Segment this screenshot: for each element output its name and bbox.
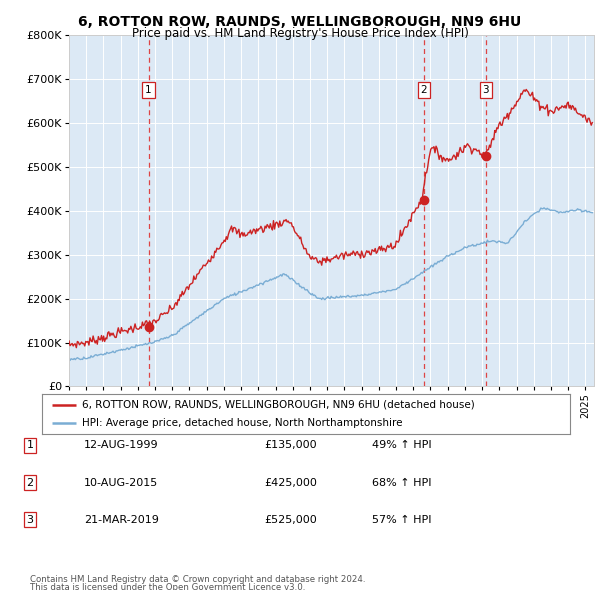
Text: £135,000: £135,000 — [264, 441, 317, 450]
Text: Contains HM Land Registry data © Crown copyright and database right 2024.: Contains HM Land Registry data © Crown c… — [30, 575, 365, 584]
Text: 2: 2 — [421, 85, 427, 95]
Text: 12-AUG-1999: 12-AUG-1999 — [84, 441, 158, 450]
Text: Price paid vs. HM Land Registry's House Price Index (HPI): Price paid vs. HM Land Registry's House … — [131, 27, 469, 40]
Text: 6, ROTTON ROW, RAUNDS, WELLINGBOROUGH, NN9 6HU: 6, ROTTON ROW, RAUNDS, WELLINGBOROUGH, N… — [79, 15, 521, 29]
Text: 1: 1 — [26, 441, 34, 450]
Text: 1: 1 — [145, 85, 152, 95]
Text: 2: 2 — [26, 478, 34, 487]
Text: £525,000: £525,000 — [264, 515, 317, 525]
Text: 3: 3 — [482, 85, 489, 95]
Text: 68% ↑ HPI: 68% ↑ HPI — [372, 478, 431, 487]
Text: 10-AUG-2015: 10-AUG-2015 — [84, 478, 158, 487]
Text: 21-MAR-2019: 21-MAR-2019 — [84, 515, 159, 525]
Text: This data is licensed under the Open Government Licence v3.0.: This data is licensed under the Open Gov… — [30, 583, 305, 590]
Text: 49% ↑ HPI: 49% ↑ HPI — [372, 441, 431, 450]
Text: HPI: Average price, detached house, North Northamptonshire: HPI: Average price, detached house, Nort… — [82, 418, 402, 428]
Text: £425,000: £425,000 — [264, 478, 317, 487]
Text: 3: 3 — [26, 515, 34, 525]
Text: 6, ROTTON ROW, RAUNDS, WELLINGBOROUGH, NN9 6HU (detached house): 6, ROTTON ROW, RAUNDS, WELLINGBOROUGH, N… — [82, 400, 475, 410]
Text: 57% ↑ HPI: 57% ↑ HPI — [372, 515, 431, 525]
